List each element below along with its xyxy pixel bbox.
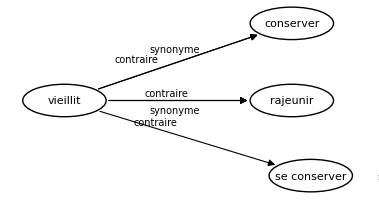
Text: contraire: contraire: [145, 89, 189, 99]
Text: rajeunir: rajeunir: [270, 96, 313, 106]
Text: se conserver: se conserver: [275, 171, 346, 181]
Text: synonyme: synonyme: [149, 44, 200, 55]
Text: sibyllic: sibyllic: [377, 171, 379, 181]
Ellipse shape: [250, 85, 334, 117]
Ellipse shape: [23, 85, 106, 117]
Ellipse shape: [250, 8, 334, 40]
Text: conserver: conserver: [264, 19, 319, 29]
Text: synonyme: synonyme: [149, 105, 200, 115]
Ellipse shape: [269, 160, 352, 192]
Text: contraire: contraire: [114, 55, 158, 65]
Text: contraire: contraire: [133, 117, 177, 127]
Text: vieillit: vieillit: [48, 96, 81, 106]
